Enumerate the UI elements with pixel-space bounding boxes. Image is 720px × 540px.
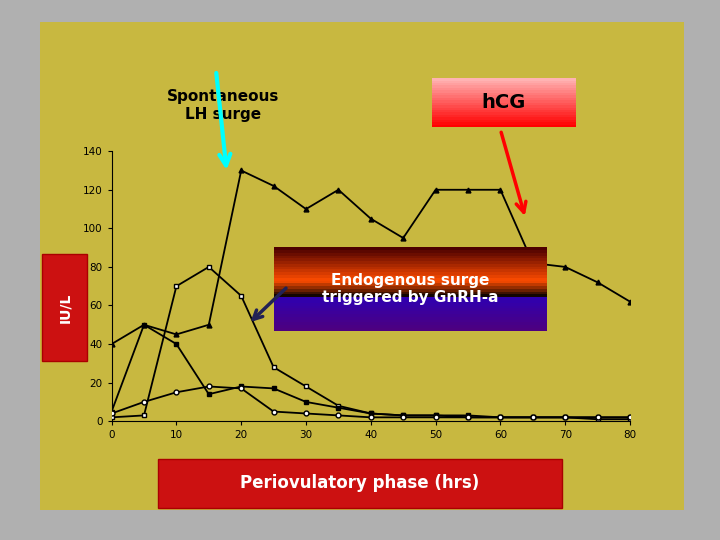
Bar — [274, 322, 547, 325]
Bar — [274, 308, 547, 311]
Bar — [274, 317, 547, 320]
Bar — [432, 100, 576, 103]
Bar — [274, 247, 547, 250]
FancyBboxPatch shape — [158, 459, 562, 508]
Bar — [432, 115, 576, 117]
Bar — [274, 264, 547, 267]
Bar — [274, 284, 547, 286]
Bar — [432, 88, 576, 90]
Bar — [274, 314, 547, 317]
Bar — [274, 294, 547, 297]
Bar — [274, 250, 547, 253]
Bar — [432, 112, 576, 115]
Bar — [274, 255, 547, 258]
Bar — [432, 110, 576, 112]
Text: Endogenous surge
triggered by GnRH-a: Endogenous surge triggered by GnRH-a — [322, 273, 499, 305]
Bar — [274, 325, 547, 328]
Bar — [274, 272, 547, 275]
Bar — [432, 125, 576, 127]
Bar — [432, 107, 576, 110]
Bar — [274, 289, 547, 292]
Bar — [432, 85, 576, 88]
Bar — [274, 303, 547, 306]
Text: Spontaneous
LH surge: Spontaneous LH surge — [167, 89, 279, 122]
Bar — [432, 78, 576, 80]
Bar — [432, 117, 576, 120]
Bar — [274, 261, 547, 264]
Bar — [274, 281, 547, 284]
Bar — [274, 297, 547, 300]
Bar — [274, 286, 547, 289]
FancyBboxPatch shape — [42, 254, 88, 361]
Bar — [432, 83, 576, 85]
Bar — [432, 122, 576, 125]
Bar — [432, 90, 576, 93]
Text: Periovulatory phase (hrs): Periovulatory phase (hrs) — [240, 474, 480, 492]
Bar — [432, 95, 576, 98]
Bar — [274, 258, 547, 261]
Bar — [432, 120, 576, 122]
Bar — [274, 320, 547, 322]
Bar — [274, 300, 547, 303]
Bar — [432, 80, 576, 83]
Text: IU/L: IU/L — [58, 293, 72, 323]
Bar — [274, 311, 547, 314]
Bar — [432, 105, 576, 107]
Bar — [274, 267, 547, 269]
Bar — [432, 93, 576, 95]
Bar — [274, 253, 547, 255]
Bar — [432, 103, 576, 105]
Bar — [274, 278, 547, 281]
Bar — [274, 328, 547, 330]
Bar — [274, 269, 547, 272]
Bar — [432, 98, 576, 100]
Bar — [274, 275, 547, 278]
Bar — [274, 292, 547, 294]
Text: hCG: hCG — [482, 93, 526, 112]
Bar — [274, 306, 547, 308]
